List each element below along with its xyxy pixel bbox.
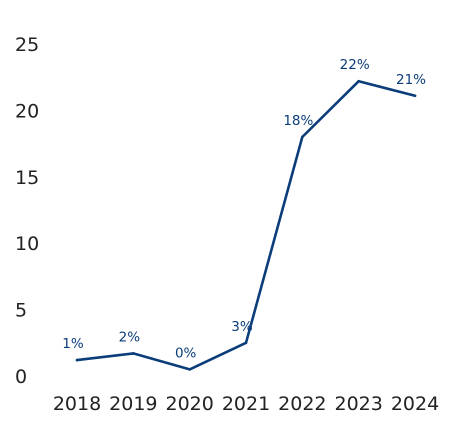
x-tick-label: 2023 [334, 393, 382, 415]
y-tick-label: 15 [15, 167, 39, 189]
x-tick-label: 2020 [165, 393, 213, 415]
y-tick-label: 5 [15, 300, 27, 322]
data-point [357, 79, 360, 83]
y-tick-label: 10 [15, 233, 39, 255]
data-label: 22% [340, 57, 370, 73]
series-layer [75, 79, 417, 371]
data-point [301, 135, 304, 139]
x-tick-label: 2021 [222, 393, 270, 415]
y-tick-label: 0 [15, 366, 27, 388]
x-tick-label: 2024 [391, 393, 439, 415]
data-label: 18% [283, 113, 313, 129]
y-tick-label: 20 [15, 100, 39, 122]
data-point [188, 368, 191, 371]
data-label-layer: 1% 2% 0% 3% 18% 22% 21% [62, 57, 426, 361]
data-label: 3% [231, 319, 253, 335]
data-point [75, 358, 79, 362]
data-point [132, 352, 135, 355]
x-tick-label: 2022 [278, 393, 326, 415]
x-axis-tick-labels: 2018 2019 2020 2021 2022 2023 2024 [53, 393, 439, 415]
x-tick-label: 2019 [109, 393, 157, 415]
y-tick-label: 25 [15, 34, 39, 56]
data-label: 21% [396, 72, 426, 88]
data-point [244, 341, 248, 345]
data-label: 2% [119, 329, 141, 345]
data-label: 1% [62, 336, 84, 352]
y-axis-tick-labels: 0 5 10 15 20 25 [15, 34, 39, 388]
data-point [413, 94, 417, 98]
x-tick-label: 2018 [53, 393, 101, 415]
data-label: 0% [175, 345, 197, 361]
